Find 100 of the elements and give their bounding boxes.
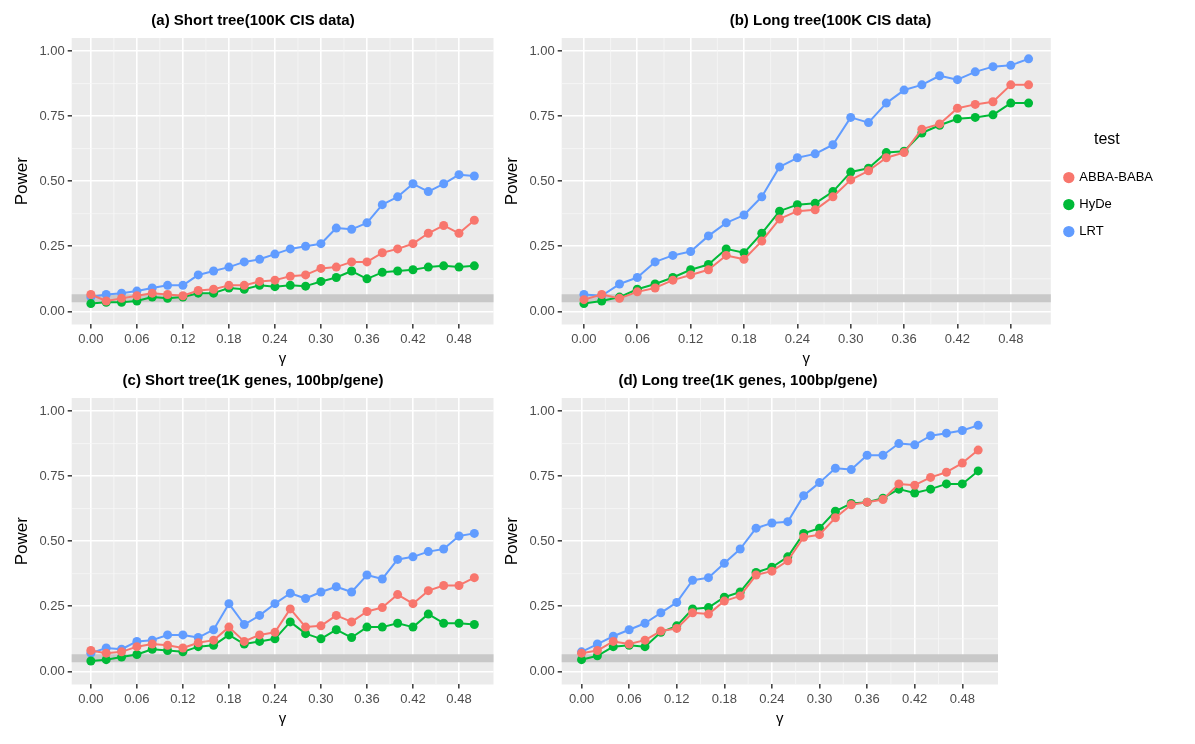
point bbox=[331, 582, 341, 592]
point bbox=[178, 643, 188, 653]
point bbox=[423, 586, 433, 596]
point bbox=[721, 218, 731, 228]
point bbox=[828, 140, 838, 150]
x-tick-label: 0.30 bbox=[308, 690, 334, 706]
point bbox=[815, 478, 825, 488]
point bbox=[454, 228, 464, 238]
point bbox=[439, 179, 449, 189]
point bbox=[650, 283, 660, 293]
point bbox=[193, 638, 203, 648]
point bbox=[1024, 98, 1034, 108]
point bbox=[767, 518, 777, 528]
point bbox=[910, 440, 920, 450]
chart-title: (b) Long tree(100K CIS data) bbox=[729, 11, 932, 29]
x-tick-label: 0.06 bbox=[124, 690, 150, 706]
x-tick-label: 0.06 bbox=[124, 330, 150, 346]
x-tick-label: 0.36 bbox=[354, 330, 380, 346]
point bbox=[783, 556, 793, 566]
x-tick-label: 0.42 bbox=[902, 690, 928, 706]
point bbox=[592, 646, 602, 656]
x-tick-label: 0.18 bbox=[731, 330, 757, 346]
point bbox=[846, 465, 856, 475]
point bbox=[935, 71, 945, 81]
point bbox=[439, 261, 449, 271]
point bbox=[846, 167, 856, 177]
point bbox=[846, 175, 856, 185]
point bbox=[423, 609, 433, 619]
point bbox=[439, 220, 449, 230]
point bbox=[331, 610, 341, 620]
x-tick-label: 0.24 bbox=[784, 330, 811, 346]
point bbox=[147, 639, 157, 649]
point bbox=[988, 97, 998, 107]
point bbox=[830, 463, 840, 473]
point bbox=[86, 656, 96, 666]
point bbox=[377, 200, 387, 210]
point bbox=[952, 75, 962, 85]
point bbox=[792, 206, 802, 216]
point bbox=[703, 609, 713, 619]
point bbox=[178, 280, 188, 290]
y-tick-label: 0.00 bbox=[39, 302, 65, 318]
point bbox=[301, 241, 311, 251]
point bbox=[163, 280, 173, 290]
y-tick-label: 0.25 bbox=[529, 237, 555, 253]
x-tick-label: 0.06 bbox=[616, 690, 642, 706]
x-tick-label: 0.24 bbox=[262, 690, 288, 706]
point bbox=[377, 622, 387, 632]
point bbox=[239, 257, 249, 267]
point bbox=[1006, 60, 1016, 70]
point bbox=[423, 228, 433, 238]
x-tick-label: 0.00 bbox=[568, 690, 595, 706]
point bbox=[163, 640, 173, 650]
y-tick-label: 0.75 bbox=[529, 467, 555, 483]
point bbox=[331, 262, 341, 272]
point bbox=[132, 642, 142, 652]
point bbox=[362, 570, 372, 580]
point bbox=[970, 99, 980, 109]
point bbox=[686, 270, 696, 280]
point bbox=[469, 261, 479, 271]
point bbox=[301, 593, 311, 603]
x-tick-label: 0.18 bbox=[711, 690, 737, 706]
point bbox=[864, 118, 873, 128]
x-tick-label: 0.12 bbox=[170, 690, 196, 706]
point bbox=[239, 620, 249, 630]
point bbox=[270, 275, 280, 285]
point bbox=[393, 618, 403, 628]
point bbox=[209, 266, 219, 276]
point bbox=[1024, 54, 1034, 64]
legend-title: test bbox=[1094, 130, 1121, 148]
x-tick-label: 0.18 bbox=[216, 690, 242, 706]
point bbox=[703, 573, 713, 583]
point bbox=[377, 603, 387, 613]
point bbox=[393, 192, 403, 202]
x-axis-title: γ bbox=[776, 709, 785, 727]
point bbox=[393, 554, 403, 564]
point bbox=[579, 295, 589, 305]
point bbox=[469, 215, 479, 225]
point bbox=[347, 266, 357, 276]
point bbox=[423, 262, 433, 272]
point bbox=[454, 170, 464, 180]
point bbox=[377, 267, 387, 277]
point bbox=[767, 566, 777, 576]
legend-label: HyDe bbox=[1079, 196, 1112, 212]
point bbox=[209, 284, 219, 294]
point bbox=[757, 228, 767, 238]
point bbox=[393, 266, 403, 276]
point bbox=[101, 648, 111, 658]
point bbox=[224, 262, 234, 272]
x-tick-label: 0.18 bbox=[216, 330, 242, 346]
point bbox=[224, 622, 234, 632]
point bbox=[377, 248, 387, 258]
y-tick-label: 0.75 bbox=[529, 107, 555, 123]
point bbox=[910, 488, 920, 498]
x-tick-label: 0.00 bbox=[571, 330, 597, 346]
point bbox=[735, 544, 745, 554]
x-tick-label: 0.48 bbox=[949, 690, 975, 706]
x-tick-label: 0.42 bbox=[400, 690, 426, 706]
x-tick-label: 0.12 bbox=[664, 690, 690, 706]
point bbox=[739, 254, 749, 264]
x-tick-label: 0.36 bbox=[854, 690, 880, 706]
